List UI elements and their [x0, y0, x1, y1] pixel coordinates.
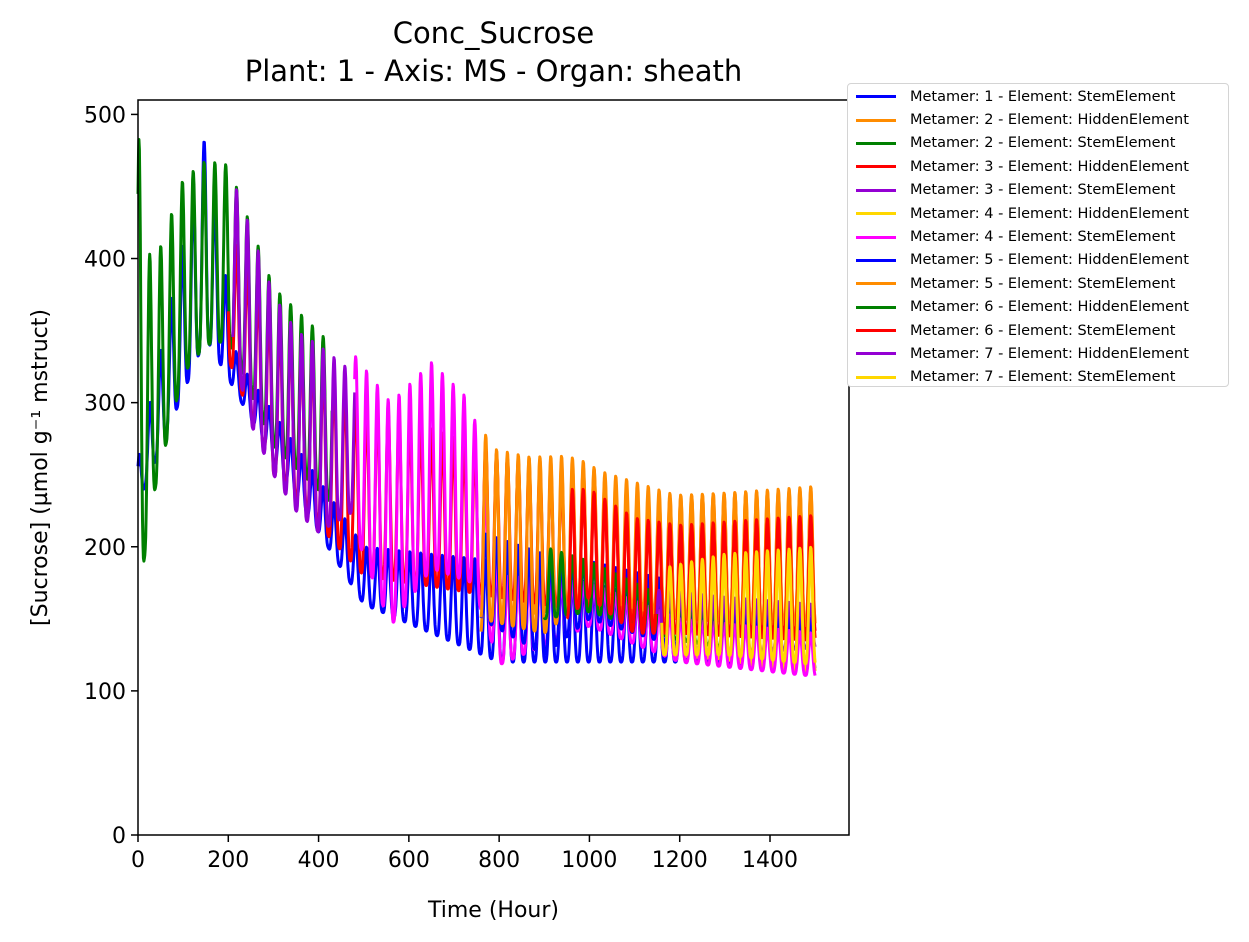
y-axis-label: [Sucrose] (µmol g⁻¹ mstruct)	[28, 309, 53, 626]
plot-series-group	[136, 138, 817, 677]
legend-label: Metamer: 4 - Element: StemElement	[910, 229, 1176, 246]
legend-item: Metamer: 6 - Element: HiddenElement	[848, 296, 1228, 319]
legend-item: Metamer: 4 - Element: HiddenElement	[848, 202, 1228, 225]
legend-swatch	[856, 118, 896, 122]
x-tick-label: 200	[207, 848, 249, 873]
legend-swatch	[856, 235, 896, 239]
legend-label: Metamer: 6 - Element: StemElement	[910, 322, 1176, 339]
series-line-13	[660, 545, 817, 666]
legend-swatch	[856, 352, 896, 356]
legend-item: Metamer: 5 - Element: HiddenElement	[848, 249, 1228, 272]
legend-label: Metamer: 7 - Element: StemElement	[910, 369, 1176, 386]
legend-swatch	[856, 258, 896, 262]
legend-item: Metamer: 2 - Element: HiddenElement	[848, 108, 1228, 131]
legend: Metamer: 1 - Element: StemElement Metamer…	[847, 83, 1229, 387]
legend-label: Metamer: 3 - Element: StemElement	[910, 182, 1176, 199]
y-tick-label: 400	[84, 248, 126, 273]
legend-swatch	[856, 282, 896, 286]
legend-label: Metamer: 5 - Element: StemElement	[910, 275, 1176, 292]
legend-swatch	[856, 212, 896, 216]
y-tick-label: 0	[112, 824, 126, 849]
legend-item: Metamer: 7 - Element: StemElement	[848, 366, 1228, 389]
y-tick-label: 100	[84, 680, 126, 705]
x-axis-label: Time (Hour)	[427, 898, 559, 923]
x-tick-label: 1200	[652, 848, 708, 873]
x-tick-label: 800	[478, 848, 520, 873]
y-tick-label: 200	[84, 536, 126, 561]
legend-label: Metamer: 7 - Element: HiddenElement	[910, 345, 1189, 362]
legend-item: Metamer: 5 - Element: StemElement	[848, 272, 1228, 295]
legend-label: Metamer: 5 - Element: HiddenElement	[910, 252, 1189, 269]
legend-swatch	[856, 329, 896, 333]
x-tick-label: 1400	[742, 848, 798, 873]
legend-label: Metamer: 3 - Element: HiddenElement	[910, 158, 1189, 175]
legend-swatch	[856, 188, 896, 192]
legend-label: Metamer: 4 - Element: HiddenElement	[910, 205, 1189, 222]
plot-frame	[137, 99, 850, 836]
legend-item: Metamer: 3 - Element: HiddenElement	[848, 155, 1228, 178]
y-tick-label: 500	[84, 103, 126, 128]
legend-label: Metamer: 2 - Element: HiddenElement	[910, 112, 1189, 129]
legend-swatch	[856, 95, 896, 99]
legend-item: Metamer: 6 - Element: StemElement	[848, 319, 1228, 342]
legend-item: Metamer: 7 - Element: HiddenElement	[848, 342, 1228, 365]
legend-swatch	[856, 141, 896, 145]
y-tick-label: 300	[84, 392, 126, 417]
chart-subtitle: Plant: 1 - Axis: MS - Organ: sheath	[244, 54, 743, 88]
legend-label: Metamer: 6 - Element: HiddenElement	[910, 299, 1189, 316]
axes-group: 0 200 400 600 800 1000 1200 1400 0 100 200 300 400 50…	[84, 99, 850, 873]
x-tick-label: 1000	[561, 848, 617, 873]
legend-swatch	[856, 375, 896, 379]
legend-label: Metamer: 1 - Element: StemElement	[910, 88, 1176, 105]
series-line-5	[231, 188, 357, 534]
legend-swatch	[856, 305, 896, 309]
legend-item: Metamer: 1 - Element: StemElement	[848, 85, 1228, 108]
chart-title: Conc_Sucrose	[392, 16, 595, 50]
legend-item: Metamer: 2 - Element: StemElement	[848, 132, 1228, 155]
x-tick-label: 400	[298, 848, 340, 873]
x-tick-label: 0	[131, 848, 145, 873]
x-tick-label: 600	[388, 848, 430, 873]
legend-swatch	[856, 165, 896, 169]
legend-label: Metamer: 2 - Element: StemElement	[910, 135, 1176, 152]
legend-item: Metamer: 3 - Element: StemElement	[848, 179, 1228, 202]
legend-item: Metamer: 4 - Element: StemElement	[848, 225, 1228, 248]
